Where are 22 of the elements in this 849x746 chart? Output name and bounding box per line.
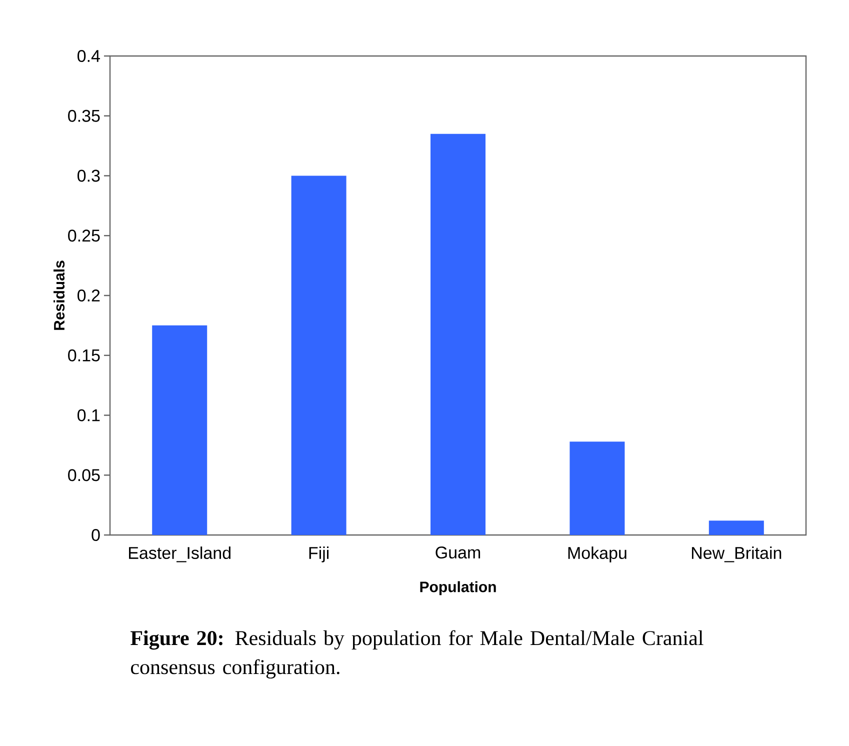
bar (430, 134, 486, 535)
bar (708, 520, 764, 535)
text: Figure 20: Residuals by population for Male Dental/Male Cranial consensus configuration. (130, 630, 704, 679)
x-tick-label: Guam (436, 546, 480, 559)
x-tick-label: Easter_Island (129, 546, 230, 562)
bar (570, 442, 625, 535)
x-tick-label: Mokapu (568, 546, 626, 562)
y-tick-label: 0 (92, 528, 100, 542)
x-tick-label: New_Britain (692, 546, 782, 562)
y-axis-title: Residuals (54, 260, 65, 330)
x-axis-title: Population (420, 581, 496, 596)
y-tick-label: 0.2 (78, 289, 100, 302)
bar (152, 325, 208, 535)
y-tick-label: 0.3 (78, 170, 100, 182)
y-tick-label: 0.1 (78, 409, 100, 422)
bar (291, 176, 346, 535)
y-tick-label: 0.35 (68, 110, 100, 122)
x-tick-label: Fiji (309, 546, 329, 562)
y-tick-label: 0.15 (68, 349, 100, 362)
y-tick-label: 0.4 (78, 50, 100, 62)
y-tick-label: 0.05 (68, 469, 100, 482)
y-tick-label: 0.25 (68, 230, 100, 242)
